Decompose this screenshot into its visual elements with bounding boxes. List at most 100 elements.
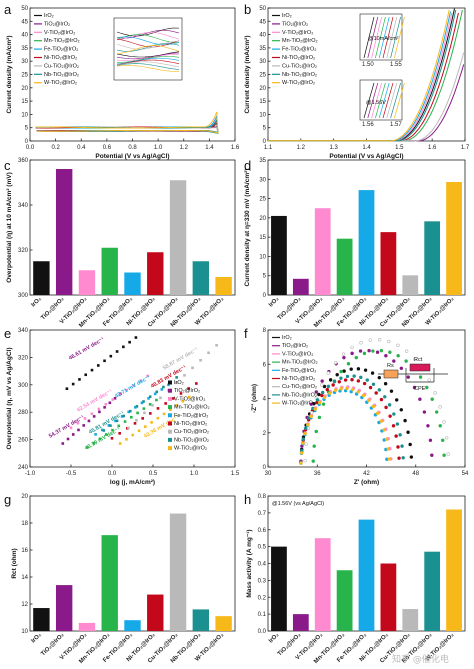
tafel-point: [215, 343, 218, 347]
nyquist-point: [339, 387, 343, 391]
tafel-point: [120, 415, 124, 418]
y-axis-label: Current density (mA/cm²): [244, 35, 251, 113]
nyquist-point: [426, 424, 430, 428]
y-tick-label: 5: [25, 126, 29, 132]
y-tick-label: 25: [259, 73, 266, 79]
tafel-point: [181, 399, 185, 403]
nyquist-point: [418, 375, 423, 379]
nyquist-point: [391, 424, 396, 428]
y-tick-label: 50: [259, 6, 266, 12]
tafel-point: [111, 398, 115, 401]
inset-curve: [116, 51, 180, 58]
bar: [101, 535, 118, 631]
inset-curve: [116, 61, 180, 68]
nyquist-point: [446, 452, 450, 456]
tafel-point: [187, 387, 190, 390]
tafel-slope-label: 42.71 mV dec⁻¹: [114, 374, 152, 400]
tafel-point: [123, 420, 127, 423]
y-tick-label: 0: [263, 293, 267, 299]
tafel-point: [96, 364, 100, 367]
nyquist-point: [299, 451, 304, 455]
nyquist-point: [398, 433, 402, 437]
y-tick-label: 16: [21, 548, 28, 554]
nyquist-point: [321, 402, 326, 406]
inset-curve: [116, 43, 180, 52]
circuit-label: Rct: [414, 357, 423, 363]
inset-curve: [116, 34, 179, 43]
tafel-slope-label: 42.54 mV dec⁻¹: [76, 388, 114, 414]
y-tick-label: 35: [259, 46, 266, 52]
nyquist-point: [314, 429, 318, 434]
bar: [33, 261, 50, 295]
legend-entry: Fe-TiO₂@IrO₂: [282, 47, 316, 53]
nyquist-point: [382, 428, 386, 432]
bar: [336, 238, 353, 295]
tafel-point: [143, 425, 147, 428]
y-tick-label: 0: [25, 139, 29, 145]
nyquist-point: [307, 416, 311, 420]
x-tick-label: 36: [314, 471, 321, 477]
nyquist-point: [333, 360, 338, 365]
tafel-point: [86, 446, 89, 449]
nyquist-point: [356, 367, 361, 371]
y-tick-label: 4: [263, 397, 267, 403]
tafel-slope-label: 46.61 mV dec⁻¹: [68, 336, 106, 362]
nyquist-point: [409, 455, 414, 459]
y-tick-label: 360: [18, 158, 29, 164]
inset-tick: 1.56: [362, 122, 374, 128]
inset-line: [371, 82, 382, 119]
nyquist-point: [318, 400, 322, 405]
nyquist-point: [435, 410, 439, 414]
inset-curve: [116, 36, 180, 46]
inset-tick: 1.57: [390, 122, 402, 128]
inset-curve: [116, 45, 180, 54]
tafel-point: [155, 398, 158, 402]
bar: [78, 622, 96, 631]
x-tick-label: 1.4: [205, 145, 214, 151]
inset-tick: 1.50: [362, 62, 374, 68]
circuit-label: CPE: [414, 386, 426, 392]
legend-entry: V-TiO₂@IrO₂: [282, 351, 313, 357]
x-tick-label: 1.0: [190, 471, 199, 477]
panel-letter-c: c: [4, 158, 11, 173]
x-tick-label: 0.4: [77, 145, 86, 151]
y-tick-label: 2: [263, 431, 267, 437]
nyquist-point: [403, 418, 407, 423]
tafel-point: [65, 387, 69, 391]
legend-entry: IrO₂: [174, 380, 184, 386]
tafel-point: [153, 392, 157, 396]
nyquist-point: [389, 389, 394, 393]
inset-curve: [116, 57, 180, 65]
tafel-point: [132, 384, 136, 387]
tafel-point: [122, 345, 125, 349]
nyquist-point: [430, 453, 434, 457]
tafel-point: [164, 402, 167, 405]
nyquist-point: [377, 338, 382, 342]
panel-letter-d: d: [244, 158, 251, 173]
nyquist-point: [383, 395, 387, 399]
bar: [446, 509, 462, 631]
y-tick-label: 35: [259, 158, 266, 164]
tafel-point: [90, 368, 94, 372]
nyquist-point: [306, 422, 310, 427]
legend-entry: Fe-TiO₂@IrO₂: [282, 368, 316, 374]
circuit-label: Rs: [387, 363, 394, 369]
nyquist-point: [312, 444, 316, 448]
bar: [336, 570, 353, 631]
tafel-point: [172, 397, 175, 400]
tafel-point: [98, 437, 102, 441]
legend-entry: Mn-TiO₂@IrO₂: [282, 38, 318, 44]
y-tick-label: 15: [259, 235, 266, 241]
tafel-point: [155, 390, 159, 394]
tafel-point: [134, 336, 138, 339]
inset-curve: [116, 65, 179, 72]
y-tick-label: 0.6: [258, 528, 267, 534]
legend-entry: W-TiO₂@IrO₂: [282, 401, 315, 407]
inset-line: [371, 16, 382, 59]
nyquist-point: [315, 400, 319, 405]
y-tick-label: 280: [18, 410, 29, 416]
legend-entry: Fe-TiO₂@IrO₂: [174, 413, 208, 419]
bar: [424, 221, 441, 295]
y-tick-label: 14: [21, 575, 28, 581]
tafel-point: [118, 442, 122, 445]
